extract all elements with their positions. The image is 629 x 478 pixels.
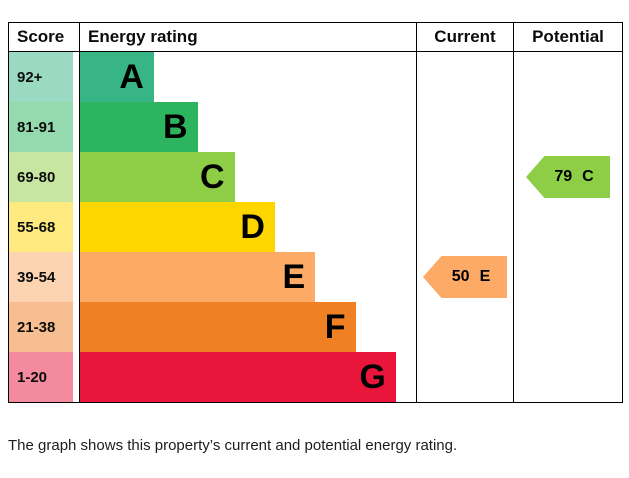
band-bar-c: C bbox=[80, 152, 235, 202]
band-bar-a: A bbox=[80, 52, 154, 102]
band-letter-e: E bbox=[282, 258, 306, 296]
score-range-a: 92+ bbox=[9, 52, 79, 102]
score-range-d: 55-68 bbox=[9, 202, 79, 252]
band-row-a: 92+ A bbox=[9, 52, 622, 102]
current-cell-a bbox=[416, 52, 513, 102]
potential-cell-d bbox=[513, 202, 622, 252]
rating-cell-e: E bbox=[79, 252, 416, 302]
rating-cell-a: A bbox=[79, 52, 416, 102]
potential-rating-arrow: 79 C bbox=[526, 156, 610, 198]
band-letter-d: D bbox=[240, 208, 265, 246]
band-row-e: 39-54 E 50 E bbox=[9, 252, 622, 302]
rating-cell-c: C bbox=[79, 152, 416, 202]
band-bar-f: F bbox=[80, 302, 356, 352]
band-row-g: 1-20 G bbox=[9, 352, 622, 402]
potential-score: 79 bbox=[554, 168, 573, 185]
score-range-c: 69-80 bbox=[9, 152, 79, 202]
current-cell-f bbox=[416, 302, 513, 352]
score-range-b: 81-91 bbox=[9, 102, 79, 152]
current-rating-arrow: 50 E bbox=[423, 256, 507, 298]
current-band-letter: E bbox=[479, 268, 491, 285]
score-range-e: 39-54 bbox=[9, 252, 79, 302]
current-column-header: Current bbox=[416, 23, 513, 51]
energy-rating-column-header: Energy rating bbox=[79, 23, 416, 51]
rating-cell-b: B bbox=[79, 102, 416, 152]
current-cell-e: 50 E bbox=[416, 252, 513, 302]
band-bar-b: B bbox=[80, 102, 198, 152]
potential-cell-b bbox=[513, 102, 622, 152]
band-row-d: 55-68 D bbox=[9, 202, 622, 252]
score-range-f: 21-38 bbox=[9, 302, 79, 352]
epc-chart: Score Energy rating Current Potential 92… bbox=[8, 22, 623, 403]
current-cell-c bbox=[416, 152, 513, 202]
band-row-b: 81-91 B bbox=[9, 102, 622, 152]
chart-caption: The graph shows this property’s current … bbox=[8, 437, 458, 454]
current-score: 50 bbox=[451, 268, 470, 285]
score-range-g: 1-20 bbox=[9, 352, 79, 402]
chart-header-row: Score Energy rating Current Potential bbox=[9, 23, 622, 52]
score-column-header: Score bbox=[17, 27, 65, 46]
potential-cell-f bbox=[513, 302, 622, 352]
band-rows: 92+ A 81-91 B 69-80 C 79 C 55-68 D 39-54 E 50 E 21-38 F… bbox=[9, 52, 622, 402]
current-cell-g bbox=[416, 352, 513, 402]
band-letter-b: B bbox=[163, 108, 188, 146]
rating-cell-f: F bbox=[79, 302, 416, 352]
potential-cell-g bbox=[513, 352, 622, 402]
epc-page: Score Energy rating Current Potential 92… bbox=[8, 22, 623, 454]
rating-cell-d: D bbox=[79, 202, 416, 252]
band-letter-a: A bbox=[119, 58, 144, 96]
rating-cell-g: G bbox=[79, 352, 416, 402]
current-cell-b bbox=[416, 102, 513, 152]
potential-cell-e bbox=[513, 252, 622, 302]
band-bar-d: D bbox=[80, 202, 275, 252]
band-row-c: 69-80 C 79 C bbox=[9, 152, 622, 202]
potential-cell-c: 79 C bbox=[513, 152, 622, 202]
band-letter-f: F bbox=[324, 308, 346, 346]
potential-band-letter: C bbox=[582, 168, 594, 185]
band-bar-e: E bbox=[80, 252, 316, 302]
band-letter-g: G bbox=[359, 358, 386, 396]
potential-column-header: Potential bbox=[513, 23, 622, 51]
band-row-f: 21-38 F bbox=[9, 302, 622, 352]
band-letter-c: C bbox=[199, 158, 225, 196]
band-bar-g: G bbox=[80, 352, 396, 402]
potential-cell-a bbox=[513, 52, 622, 102]
current-cell-d bbox=[416, 202, 513, 252]
